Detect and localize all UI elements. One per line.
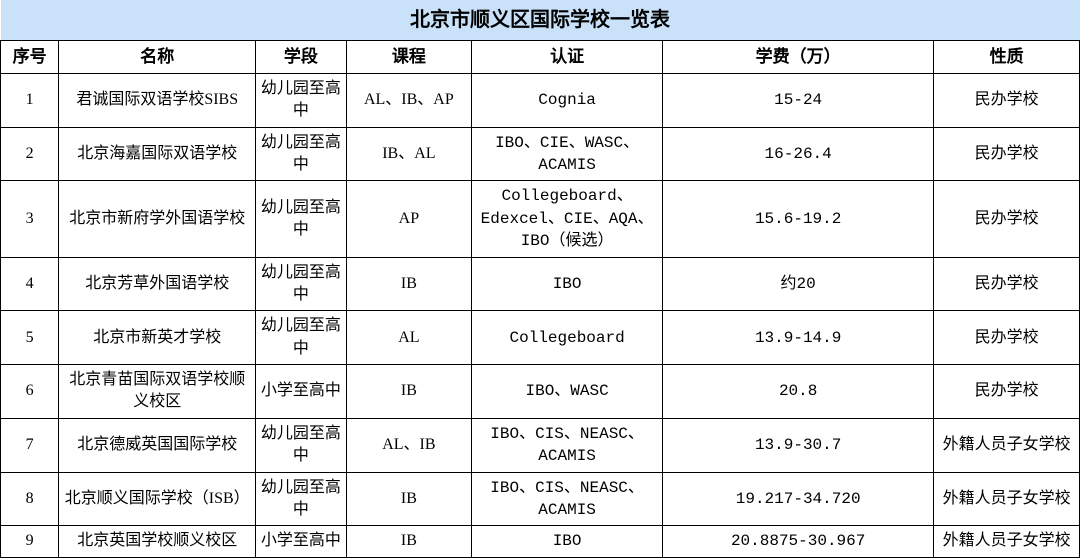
cell-cert: Collegeboard、Edexcel、CIE、AQA、IBO（候选） [472,181,663,257]
cell-type: 民办学校 [934,73,1080,127]
cell-stage: 幼儿园至高中 [256,472,346,526]
cell-name: 北京市新英才学校 [59,311,256,365]
cell-curr: IB [346,472,472,526]
col-header-fee: 学费（万） [663,41,934,74]
cell-cert: IBO、WASC [472,365,663,419]
table-row: 4北京芳草外国语学校幼儿园至高中IBIBO约20民办学校 [1,257,1080,311]
cell-name: 北京顺义国际学校（ISB） [59,472,256,526]
table-row: 3北京市新府学外国语学校幼儿园至高中APCollegeboard、Edexcel… [1,181,1080,257]
cell-type: 民办学校 [934,311,1080,365]
cell-stage: 幼儿园至高中 [256,181,346,257]
cell-cert: IBO [472,257,663,311]
col-header-stage: 学段 [256,41,346,74]
cell-stage: 小学至高中 [256,526,346,557]
col-header-name: 名称 [59,41,256,74]
col-header-type: 性质 [934,41,1080,74]
cell-fee: 13.9-14.9 [663,311,934,365]
cell-fee: 20.8 [663,365,934,419]
table-row: 9北京英国学校顺义校区小学至高中IBIBO20.8875-30.967外籍人员子… [1,526,1080,557]
cell-name: 君诚国际双语学校SIBS [59,73,256,127]
cell-name: 北京芳草外国语学校 [59,257,256,311]
cell-stage: 幼儿园至高中 [256,418,346,472]
cell-idx: 9 [1,526,59,557]
table-row: 5北京市新英才学校幼儿园至高中ALCollegeboard13.9-14.9民办… [1,311,1080,365]
table-row: 6北京青苗国际双语学校顺义校区小学至高中IBIBO、WASC20.8民办学校 [1,365,1080,419]
table-row: 2北京海嘉国际双语学校幼儿园至高中IB、ALIBO、CIE、WASC、ACAMI… [1,127,1080,181]
cell-curr: IB、AL [346,127,472,181]
cell-type: 民办学校 [934,257,1080,311]
cell-cert: IBO、CIE、WASC、ACAMIS [472,127,663,181]
cell-curr: AL [346,311,472,365]
cell-stage: 幼儿园至高中 [256,311,346,365]
cell-fee: 20.8875-30.967 [663,526,934,557]
cell-name: 北京海嘉国际双语学校 [59,127,256,181]
cell-fee: 16-26.4 [663,127,934,181]
cell-name: 北京德威英国国际学校 [59,418,256,472]
cell-curr: AL、IB [346,418,472,472]
cell-curr: AP [346,181,472,257]
cell-cert: IBO [472,526,663,557]
cell-idx: 4 [1,257,59,311]
cell-type: 外籍人员子女学校 [934,472,1080,526]
cell-name: 北京青苗国际双语学校顺义校区 [59,365,256,419]
cell-stage: 幼儿园至高中 [256,127,346,181]
col-header-idx: 序号 [1,41,59,74]
cell-curr: IB [346,257,472,311]
cell-curr: AL、IB、AP [346,73,472,127]
cell-cert: Cognia [472,73,663,127]
cell-idx: 7 [1,418,59,472]
table-row: 1君诚国际双语学校SIBS幼儿园至高中AL、IB、APCognia15-24民办… [1,73,1080,127]
table-row: 7北京德威英国国际学校幼儿园至高中AL、IBIBO、CIS、NEASC、ACAM… [1,418,1080,472]
table-row: 8北京顺义国际学校（ISB）幼儿园至高中IBIBO、CIS、NEASC、ACAM… [1,472,1080,526]
cell-type: 外籍人员子女学校 [934,418,1080,472]
col-header-cert: 认证 [472,41,663,74]
cell-name: 北京市新府学外国语学校 [59,181,256,257]
cell-cert: IBO、CIS、NEASC、ACAMIS [472,472,663,526]
cell-type: 民办学校 [934,365,1080,419]
table-header-row: 序号 名称 学段 课程 认证 学费（万） 性质 [1,41,1080,74]
cell-fee: 15.6-19.2 [663,181,934,257]
cell-idx: 1 [1,73,59,127]
cell-name: 北京英国学校顺义校区 [59,526,256,557]
cell-idx: 3 [1,181,59,257]
cell-idx: 8 [1,472,59,526]
cell-fee: 15-24 [663,73,934,127]
col-header-curr: 课程 [346,41,472,74]
cell-type: 民办学校 [934,181,1080,257]
schools-table: 北京市顺义区国际学校一览表 序号 名称 学段 课程 认证 学费（万） 性质 1君… [0,0,1080,558]
cell-fee: 约20 [663,257,934,311]
table-title: 北京市顺义区国际学校一览表 [1,0,1080,41]
cell-curr: IB [346,526,472,557]
cell-type: 民办学校 [934,127,1080,181]
cell-stage: 小学至高中 [256,365,346,419]
table-title-row: 北京市顺义区国际学校一览表 [1,0,1080,41]
cell-curr: IB [346,365,472,419]
cell-type: 外籍人员子女学校 [934,526,1080,557]
cell-idx: 6 [1,365,59,419]
cell-stage: 幼儿园至高中 [256,257,346,311]
cell-cert: IBO、CIS、NEASC、ACAMIS [472,418,663,472]
cell-idx: 2 [1,127,59,181]
cell-idx: 5 [1,311,59,365]
cell-stage: 幼儿园至高中 [256,73,346,127]
cell-fee: 13.9-30.7 [663,418,934,472]
cell-cert: Collegeboard [472,311,663,365]
cell-fee: 19.217-34.720 [663,472,934,526]
